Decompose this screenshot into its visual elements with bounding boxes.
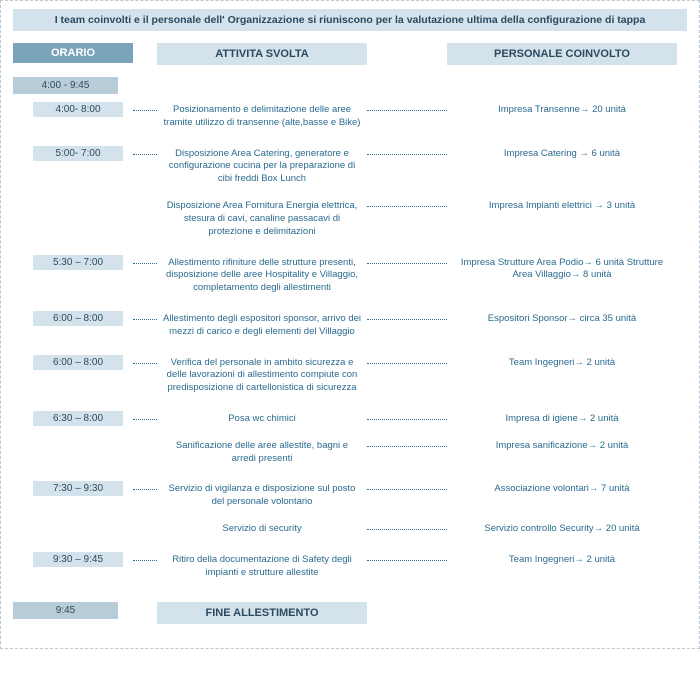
time-chip: 9:30 – 9:45 xyxy=(33,552,123,567)
personnel-text: Espositori Sponsor→ circa 35 unità xyxy=(447,311,677,328)
header-banner: I team coinvolti e il personale dell' Or… xyxy=(13,9,687,31)
activity-text: Posa wc chimici xyxy=(157,411,367,428)
time-chip: 5:30 – 7:00 xyxy=(33,255,123,270)
activity-text: Ritiro della documentazione di Safety de… xyxy=(157,552,367,582)
activity-text: Disposizione Area Fornitura Energia elet… xyxy=(157,198,367,240)
schedule-row: Disposizione Area Fornitura Energia elet… xyxy=(13,198,687,240)
schedule-row: 4:00- 8:00 Posizionamento e delimitazione… xyxy=(13,102,687,132)
connector-dots xyxy=(367,363,447,364)
orario-header: ORARIO xyxy=(13,43,133,63)
connector-dots xyxy=(367,560,447,561)
schedule-row: 5:30 – 7:00 Allestimento rifiniture delle… xyxy=(13,255,687,297)
connector-dots xyxy=(367,529,447,530)
connector-dots xyxy=(367,154,447,155)
personnel-text: Impresa di igiene→ 2 unità xyxy=(447,411,677,428)
activity-text: Servizio di security xyxy=(157,521,367,538)
personnel-text: Impresa Impianti elettrici → 3 unità xyxy=(447,198,677,215)
connector-dots xyxy=(367,206,447,207)
schedule-row: 9:30 – 9:45 Ritiro della documentazione d… xyxy=(13,552,687,582)
activity-text: Allestimento rifiniture delle strutture … xyxy=(157,255,367,297)
schedule-row: Servizio di security Servizio controllo S… xyxy=(13,521,687,538)
time-main-start: 4:00 - 9:45 xyxy=(13,77,118,94)
activity-header: ATTIVITA SVOLTA xyxy=(157,43,367,65)
connector-dots xyxy=(367,319,447,320)
footer-row: 9:45 FINE ALLESTIMENTO xyxy=(13,602,687,624)
personnel-text: Impresa sanificazione→ 2 unità xyxy=(447,438,677,455)
connector-dots xyxy=(367,263,447,264)
time-main-end: 9:45 xyxy=(13,602,118,619)
schedule-row: Sanificazione delle aree allestite, bagn… xyxy=(13,438,687,468)
connector-dots xyxy=(367,110,447,111)
connector-dots xyxy=(133,319,157,320)
schedule-container: I team coinvolti e il personale dell' Or… xyxy=(0,0,700,649)
connector-dots xyxy=(367,419,447,420)
personnel-text: Team Ingegneri→ 2 unità xyxy=(447,355,677,372)
connector-dots xyxy=(133,363,157,364)
personnel-text: Impresa Strutture Area Podio→ 6 unità St… xyxy=(447,255,677,285)
activity-text: Posizionamento e delimitazione delle are… xyxy=(157,102,367,132)
header-row: ORARIO ATTIVITA SVOLTA PERSONALE COINVOL… xyxy=(13,43,687,73)
personnel-text: Impresa Transenne→ 20 unità xyxy=(447,102,677,119)
connector-dots xyxy=(367,489,447,490)
activity-text: Disposizione Area Catering, generatore e… xyxy=(157,146,367,188)
activity-text: Servizio di vigilanza e disposizione sul… xyxy=(157,481,367,511)
connector-dots xyxy=(133,110,157,111)
personnel-text: Team Ingegneri→ 2 unità xyxy=(447,552,677,569)
time-chip: 5:00- 7:00 xyxy=(33,146,123,161)
schedule-row: 6:00 – 8:00 Verifica del personale in amb… xyxy=(13,355,687,397)
time-chip: 4:00- 8:00 xyxy=(33,102,123,117)
footer-box: FINE ALLESTIMENTO xyxy=(157,602,367,624)
connector-dots xyxy=(133,154,157,155)
personnel-header: PERSONALE COINVOLTO xyxy=(447,43,677,65)
schedule-row: 6:00 – 8:00 Allestimento degli espositori… xyxy=(13,311,687,341)
schedule-row: 7:30 – 9:30 Servizio di vigilanza e dispo… xyxy=(13,481,687,511)
personnel-text: Associazione volontari→ 7 unità xyxy=(447,481,677,498)
schedule-row: 5:00- 7:00 Disposizione Area Catering, ge… xyxy=(13,146,687,188)
connector-dots xyxy=(133,419,157,420)
activity-text: Sanificazione delle aree allestite, bagn… xyxy=(157,438,367,468)
personnel-text: Servizio controllo Security→ 20 unità xyxy=(447,521,677,538)
time-chip: 6:00 – 8:00 xyxy=(33,355,123,370)
schedule-row: 6:30 – 8:00 Posa wc chimici Impresa di igi… xyxy=(13,411,687,428)
time-chip: 6:00 – 8:00 xyxy=(33,311,123,326)
connector-dots xyxy=(133,560,157,561)
activity-text: Verifica del personale in ambito sicurez… xyxy=(157,355,367,397)
time-start-row: 4:00 - 9:45 xyxy=(13,77,687,98)
personnel-text: Impresa Catering → 6 unità xyxy=(447,146,677,163)
time-chip: 6:30 – 8:00 xyxy=(33,411,123,426)
connector-dots xyxy=(367,446,447,447)
time-chip: 7:30 – 9:30 xyxy=(33,481,123,496)
activity-text: Allestimento degli espositori sponsor, a… xyxy=(157,311,367,341)
connector-dots xyxy=(133,263,157,264)
connector-dots xyxy=(133,489,157,490)
